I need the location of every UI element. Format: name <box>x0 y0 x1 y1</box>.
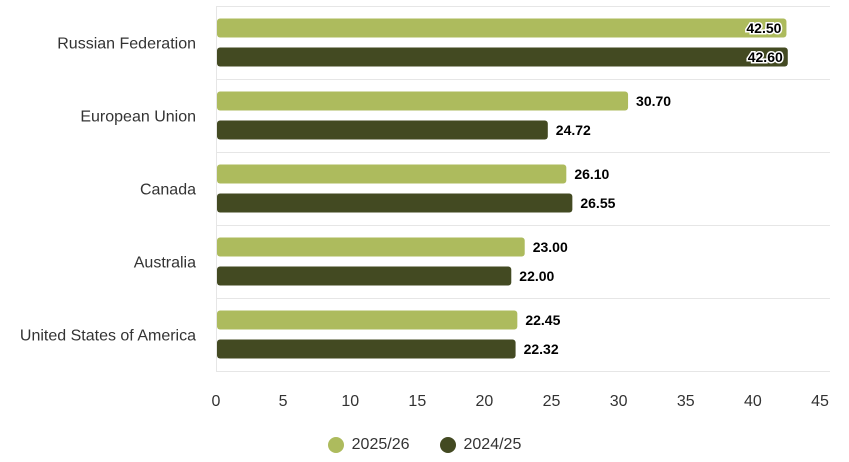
data-label: 22.32 <box>524 341 559 357</box>
bar <box>217 18 787 38</box>
bar <box>217 47 788 67</box>
bar <box>217 339 516 359</box>
legend-label-2025-26: 2025/26 <box>351 436 410 453</box>
legend-label-2024-25: 2024/25 <box>463 436 522 453</box>
data-label: 23.00 <box>533 239 568 255</box>
category-label: Canada <box>140 182 196 199</box>
data-label: 26.10 <box>574 166 609 182</box>
x-tick-label: 25 <box>543 393 561 410</box>
legend-swatch-2024-25 <box>439 437 456 453</box>
legend: 2025/26 2024/25 <box>0 436 849 454</box>
x-tick-label: 30 <box>610 393 628 410</box>
bar <box>217 310 518 330</box>
legend-swatch-2025-26 <box>327 437 344 453</box>
category-label: United States of America <box>20 328 196 345</box>
bar <box>217 120 548 140</box>
legend-item-2024-25[interactable]: 2024/25 <box>439 436 522 454</box>
bar <box>217 237 525 257</box>
bar <box>217 266 512 286</box>
category-label: Russian Federation <box>57 36 196 53</box>
data-label: 22.00 <box>519 268 554 284</box>
x-tick-label: 20 <box>476 393 494 410</box>
data-label: 22.45 <box>525 312 560 328</box>
x-tick-label: 15 <box>408 393 426 410</box>
category-label: Australia <box>134 255 196 272</box>
x-tick-label: 0 <box>212 393 221 410</box>
x-tick-label: 5 <box>279 393 288 410</box>
data-label: 24.72 <box>556 122 591 138</box>
data-label: 30.70 <box>636 93 671 109</box>
x-tick-label: 35 <box>677 393 695 410</box>
x-tick-label: 40 <box>744 393 762 410</box>
bar <box>217 193 573 213</box>
data-label: 42.60 <box>748 49 783 65</box>
x-tick-label: 10 <box>341 393 359 410</box>
category-label: European Union <box>80 109 196 126</box>
data-label: 26.55 <box>580 195 615 211</box>
legend-item-2025-26[interactable]: 2025/26 <box>327 436 410 454</box>
bar <box>217 164 567 184</box>
bar <box>217 91 629 111</box>
data-label: 42.50 <box>746 20 781 36</box>
x-tick-label: 45 <box>811 393 829 410</box>
